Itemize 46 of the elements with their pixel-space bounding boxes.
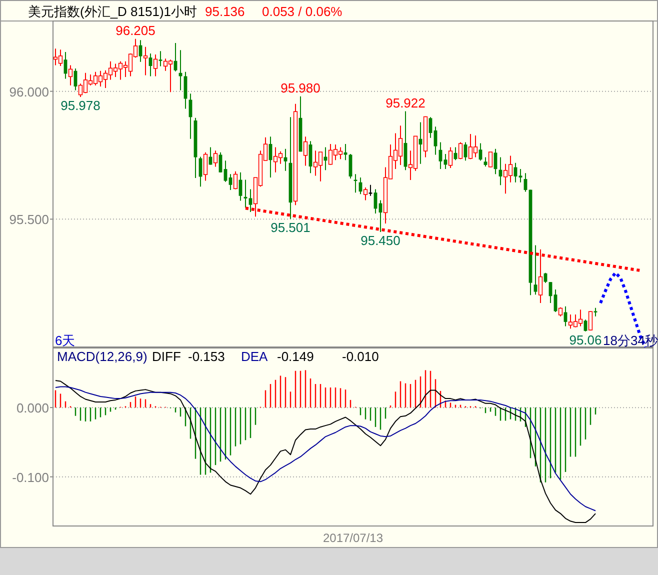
annotation: 6天 xyxy=(55,333,76,348)
candlestick xyxy=(484,156,488,167)
chart-title: MACD(12,26,9) xyxy=(57,349,148,364)
text: 95.136 xyxy=(205,4,245,19)
candlestick xyxy=(458,142,463,160)
y-tick-label: 95.500 xyxy=(9,212,49,228)
candlestick xyxy=(464,142,468,162)
candlestick xyxy=(518,168,522,183)
candlestick xyxy=(224,160,228,182)
annotation: 18分34秒 xyxy=(603,333,658,348)
annotation: -0.153 xyxy=(188,349,225,364)
x-axis-title: 2017/07/13 xyxy=(322,531,384,545)
annotation: 95.501 xyxy=(270,220,310,235)
annotation: -0.010 xyxy=(342,349,379,364)
y-tick-label: 0.000 xyxy=(16,400,49,416)
y-tick-label: 96.000 xyxy=(9,84,49,100)
annotation: 95.978 xyxy=(60,98,100,113)
candlestick xyxy=(153,54,158,77)
text: DEA xyxy=(241,349,268,364)
candlestick xyxy=(158,50,162,67)
candlestick xyxy=(233,170,238,190)
candlestick xyxy=(218,152,222,173)
text: DIFF xyxy=(152,349,181,364)
text: 0.053 / 0.06% xyxy=(262,4,343,19)
candlestick xyxy=(303,136,308,166)
annotation: -0.149 xyxy=(277,349,314,364)
candlestick xyxy=(588,310,593,331)
candlestick xyxy=(248,188,252,212)
annotation: 95.450 xyxy=(360,232,400,248)
candlestick xyxy=(368,184,372,196)
candlestick xyxy=(143,46,148,76)
y-tick-label: -0.100 xyxy=(12,470,49,485)
candlestick xyxy=(363,186,368,201)
annotation: 95.922 xyxy=(386,95,426,110)
annotation: 96.205 xyxy=(116,22,156,38)
annotation: 95.980 xyxy=(280,80,320,96)
candlestick xyxy=(564,306,568,327)
candlestick xyxy=(448,146,453,169)
candlestick xyxy=(584,319,588,332)
candlestick xyxy=(534,244,538,296)
candlestick xyxy=(213,150,218,168)
chart-title: 美元指数(外汇_D 8151)1小时 xyxy=(28,4,198,19)
annotation: 95.06 xyxy=(569,332,602,348)
candlestick xyxy=(68,64,73,86)
candlestick xyxy=(203,152,208,182)
candlestick xyxy=(488,152,493,168)
